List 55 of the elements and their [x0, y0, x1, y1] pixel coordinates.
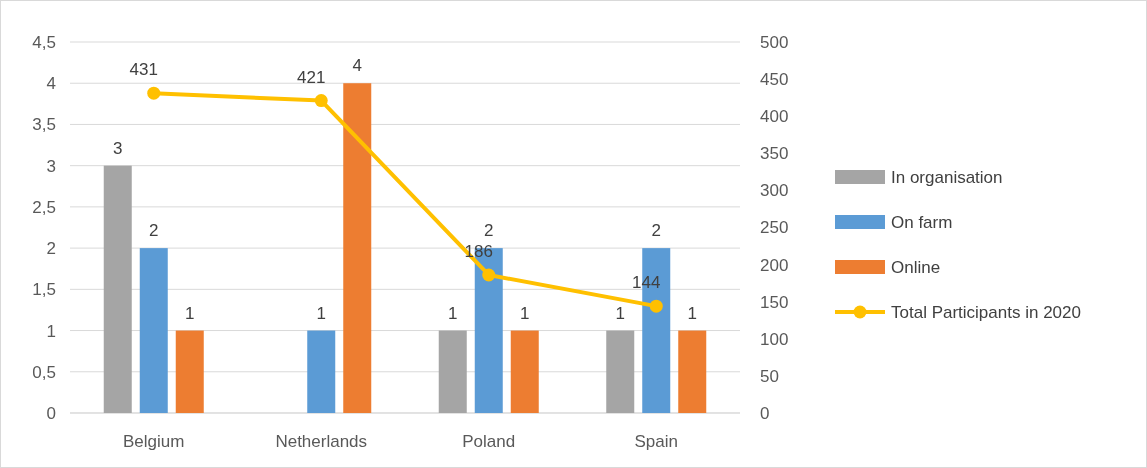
- data-label: 3: [113, 138, 123, 158]
- y2-tick-label: 300: [760, 181, 789, 201]
- x-tick-label: Belgium: [123, 432, 185, 451]
- y-tick-label: 4: [46, 74, 56, 94]
- data-label: 431: [129, 60, 158, 80]
- data-label: 421: [297, 67, 326, 87]
- y2-tick-label: 0: [760, 403, 770, 423]
- point: [147, 86, 161, 100]
- y-tick-label: 0,5: [32, 362, 56, 382]
- y2-tick-label: 150: [760, 292, 789, 312]
- point: [314, 94, 328, 108]
- y2-tick-label: 100: [760, 329, 789, 349]
- y2-tick-label: 50: [760, 366, 779, 386]
- x-tick-label: Poland: [462, 432, 516, 451]
- bar: [678, 330, 707, 413]
- y2-tick-label: 350: [760, 144, 789, 164]
- y-tick-label: 0: [46, 403, 56, 423]
- legend-label: Online: [891, 257, 941, 277]
- data-label: 2: [484, 221, 494, 241]
- y2-tick-label: 250: [760, 218, 789, 238]
- data-label: 1: [185, 303, 195, 323]
- data-label: 1: [615, 303, 625, 323]
- data-label: 1: [448, 303, 458, 323]
- bar: [103, 165, 132, 413]
- data-label: 1: [687, 303, 697, 323]
- y-tick-label: 1: [46, 321, 56, 341]
- y2-tick-label: 500: [760, 32, 789, 52]
- data-label: 2: [651, 221, 661, 241]
- bar: [510, 330, 539, 413]
- x-tick-label: Spain: [634, 432, 678, 451]
- y2-tick-label: 200: [760, 255, 789, 275]
- data-label: 1: [520, 303, 530, 323]
- bar: [175, 330, 204, 413]
- y2-tick-label: 450: [760, 70, 789, 90]
- y-tick-label: 2,5: [32, 197, 56, 217]
- bar: [606, 330, 635, 413]
- legend-label: Total Participants in 2020: [891, 302, 1081, 322]
- y-tick-label: 1,5: [32, 280, 56, 300]
- bar: [307, 330, 336, 413]
- point: [482, 268, 496, 282]
- point: [649, 299, 663, 313]
- data-label: 4: [352, 56, 362, 76]
- x-tick-label: Netherlands: [275, 432, 368, 451]
- legend-label: On farm: [891, 212, 953, 232]
- bar: [139, 248, 168, 413]
- y-tick-label: 3,5: [32, 115, 56, 135]
- y-tick-label: 2: [46, 239, 56, 259]
- bar: [343, 83, 372, 413]
- data-label: 1: [316, 303, 326, 323]
- y-tick-label: 3: [46, 156, 56, 176]
- bar: [438, 330, 467, 413]
- data-label: 2: [149, 221, 159, 241]
- y2-tick-label: 400: [760, 107, 789, 127]
- legend-label: In organisation: [891, 167, 1003, 187]
- y-tick-label: 4,5: [32, 32, 56, 52]
